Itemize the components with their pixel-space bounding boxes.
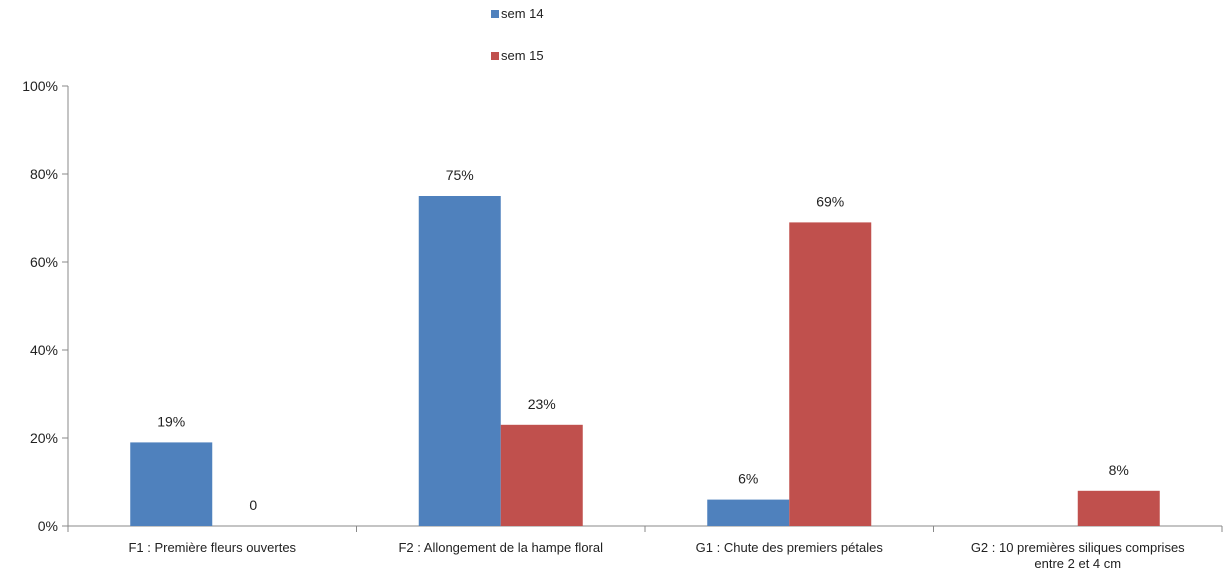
- bar-sem-15: [1077, 490, 1160, 526]
- x-axis: F1 : Première fleurs ouvertes F2 : Allong…: [67, 525, 1223, 571]
- y-tick-label: 40%: [30, 342, 58, 358]
- y-tick-label: 80%: [30, 166, 58, 182]
- data-label: 19%: [157, 413, 185, 429]
- bar-sem-14: [130, 442, 213, 526]
- legend-label: sem 14: [501, 6, 544, 21]
- y-axis: 0% 20% 40% 60% 80% 100%: [22, 78, 69, 534]
- legend-swatch: [491, 52, 499, 60]
- y-tick-label: 0%: [38, 518, 58, 534]
- data-label: 8%: [1109, 462, 1129, 478]
- legend: sem 14 sem 15: [491, 6, 544, 63]
- data-label: 75%: [446, 167, 474, 183]
- bar-sem-14: [418, 196, 501, 526]
- data-label: 6%: [738, 471, 758, 487]
- y-tick-label: 20%: [30, 430, 58, 446]
- bar-sem-15: [789, 222, 872, 526]
- legend-label: sem 15: [501, 48, 544, 63]
- y-tick-label: 100%: [22, 78, 58, 94]
- data-label: 0: [249, 497, 257, 513]
- data-label: 69%: [816, 193, 844, 209]
- bar-sem-15: [500, 424, 583, 526]
- y-tick-label: 60%: [30, 254, 58, 270]
- x-category-label: F2 : Allongement de la hampe floral: [398, 540, 603, 555]
- data-labels: 19% 75% 6% 0 23% 69% 8%: [157, 167, 1129, 513]
- x-category-label: G1 : Chute des premiers pétales: [696, 540, 884, 555]
- bar-sem-14: [707, 499, 790, 526]
- x-category-label: entre 2 et 4 cm: [1034, 556, 1121, 571]
- x-category-label: G2 : 10 premières siliques comprises: [971, 540, 1185, 555]
- data-label: 23%: [528, 396, 556, 412]
- x-category-label: F1 : Première fleurs ouvertes: [128, 540, 296, 555]
- legend-swatch: [491, 10, 499, 18]
- bars: [130, 196, 1160, 526]
